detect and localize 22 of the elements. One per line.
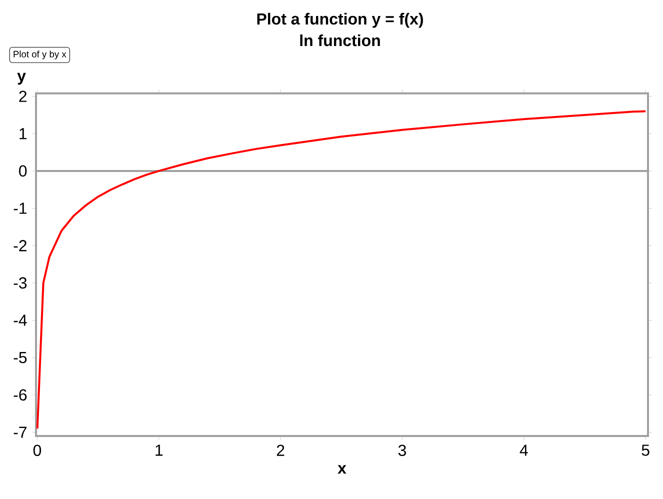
y-axis-title: y xyxy=(17,72,26,85)
y-tick-label: -4 xyxy=(14,314,27,326)
x-tick-label: 0 xyxy=(33,444,42,456)
text: Plot of y by x xyxy=(14,50,66,60)
x-tick-label: 5 xyxy=(642,444,650,456)
chart-subtitle: ln function xyxy=(300,34,380,46)
y-tick-label: 0 xyxy=(19,165,27,177)
x-tick-label: 4 xyxy=(520,444,528,456)
y-tick-label: -1 xyxy=(14,202,27,214)
y-tick-label: -3 xyxy=(14,277,27,289)
y-tick-label: -2 xyxy=(14,240,26,252)
line-series xyxy=(36,110,647,430)
y-tick-label: 2 xyxy=(19,90,26,102)
y-tick-label: -7 xyxy=(14,426,26,438)
chart-title: Plot a function y = f(x) xyxy=(257,12,423,28)
x-tick-label: 3 xyxy=(398,444,406,456)
y-tick-label: -6 xyxy=(14,389,27,401)
x-tick-label: 1 xyxy=(156,444,163,456)
x-tick-label: 2 xyxy=(276,444,284,456)
y-tick-label: 1 xyxy=(20,128,27,140)
x-axis-title: x xyxy=(338,465,346,474)
y-tick-label: -5 xyxy=(14,352,27,364)
